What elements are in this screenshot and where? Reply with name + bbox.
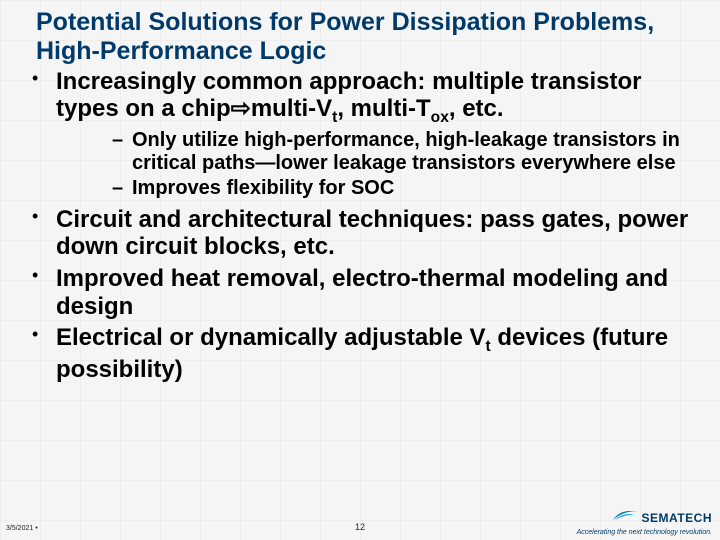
bullet-4-text: Electrical or dynamically adjustable Vt … [56,324,668,383]
bullet-2: Circuit and architectural techniques: pa… [20,206,700,261]
logo-text: SEMATECH [642,511,712,525]
slide-number: 12 [355,522,365,532]
bullet-list: Increasingly common approach: multiple t… [20,68,700,384]
sematech-logo: SEMATECH [577,506,712,529]
bullet-3: Improved heat removal, electro-thermal m… [20,265,700,320]
bullet-2-text: Circuit and architectural techniques: pa… [56,206,688,261]
bullet-1: Increasingly common approach: multiple t… [20,68,700,200]
sub-bullet-1-1: Only utilize high-performance, high-leak… [56,129,700,175]
logo-block: SEMATECH Accelerating the next technolog… [577,506,712,536]
logo-tagline: Accelerating the next technology revolut… [577,529,712,536]
swoosh-icon [611,506,639,529]
bullet-4: Electrical or dynamically adjustable Vt … [20,324,700,383]
slide-title: Potential Solutions for Power Dissipatio… [36,8,700,66]
footer-date: 3/5/2021 • [6,525,38,532]
sub-bullet-1-2: Improves flexibility for SOC [56,177,700,200]
slide: Potential Solutions for Power Dissipatio… [0,0,720,540]
footer: 3/5/2021 • 12 SEMATECH Accelerating the … [6,512,714,536]
bullet-3-text: Improved heat removal, electro-thermal m… [56,265,668,320]
sub-list-1: Only utilize high-performance, high-leak… [56,129,700,200]
bullet-1-text: Increasingly common approach: multiple t… [56,68,641,123]
